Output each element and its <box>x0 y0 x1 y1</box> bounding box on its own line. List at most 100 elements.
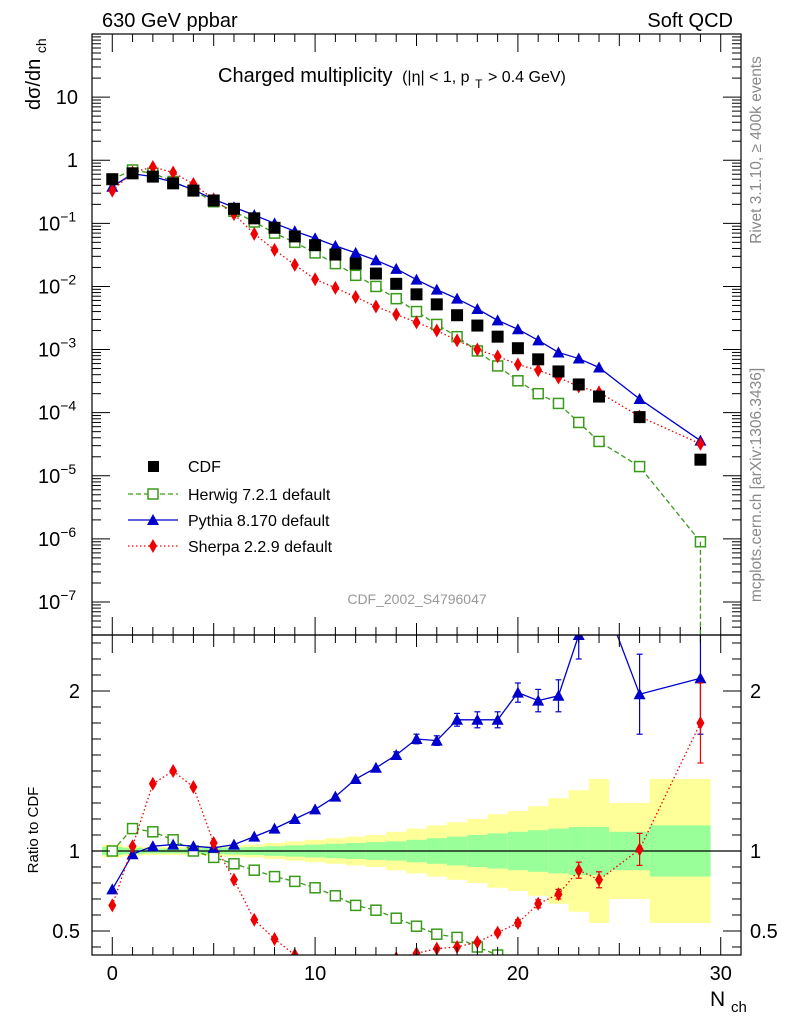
ratio-series <box>106 581 707 990</box>
x-axis-label-text: N <box>710 988 725 1011</box>
point-herwig <box>573 416 585 429</box>
point-data <box>410 288 423 301</box>
point-sherpa <box>696 436 705 451</box>
point-sherpa <box>412 315 421 330</box>
point-herwig <box>370 280 382 293</box>
point-data <box>471 319 484 332</box>
ratio-point-sherpa <box>696 716 705 730</box>
ratio-point-pythia <box>349 773 362 784</box>
ratio-y-tick-label-left: 1 <box>69 841 80 863</box>
legend-label-data: CDF <box>188 459 221 476</box>
ratio-point-pythia <box>309 803 322 815</box>
point-pythia <box>633 392 646 404</box>
legend-marker-pythia <box>147 514 159 525</box>
main-y-tick-label: 10−3 <box>38 335 76 362</box>
ratio-point-pythia <box>329 790 342 802</box>
point-data <box>430 298 443 311</box>
ratio-point-herwig <box>147 826 159 838</box>
x-tick-label: 30 <box>710 963 732 985</box>
ratio-point-sherpa <box>574 863 583 878</box>
point-data <box>694 453 707 466</box>
ratio-point-sherpa <box>148 776 157 791</box>
point-herwig <box>552 397 565 410</box>
point-herwig <box>410 305 423 318</box>
main-y-tick-label: 1 <box>67 150 78 172</box>
ratio-point-herwig <box>594 974 604 984</box>
ratio-y-tick-label-right: 1 <box>750 841 761 863</box>
ratio-point-pythia <box>410 733 423 744</box>
legend-item-data: CDF <box>148 459 221 476</box>
ratio-point-pythia <box>248 830 261 842</box>
point-data <box>572 378 585 391</box>
ratio-point-pythia <box>593 581 605 592</box>
point-data <box>167 177 180 190</box>
main-y-tick-label: 10 <box>56 87 78 109</box>
ratio-y-tick-label-right: 2 <box>750 681 761 703</box>
chart-title-cut-end: > 0.4 GeV) <box>488 69 566 86</box>
legend-marker-data <box>148 461 159 472</box>
point-herwig <box>633 460 646 473</box>
x-axis-label: N ch <box>710 988 747 1016</box>
point-data <box>227 202 240 215</box>
main-y-tick-label: 10−2 <box>38 271 76 298</box>
point-pythia <box>410 273 423 285</box>
point-pythia <box>329 239 342 251</box>
point-sherpa <box>250 226 259 241</box>
point-sherpa <box>371 299 380 314</box>
ratio-point-pythia <box>369 761 382 773</box>
ratio-y-tick-label-left: 0.5 <box>52 921 80 943</box>
ratio-point-pythia <box>694 672 707 684</box>
point-pythia <box>471 302 484 314</box>
ratio-point-herwig <box>635 980 645 990</box>
point-sherpa <box>473 342 482 357</box>
ratio-point-pythia <box>451 713 464 725</box>
ratio-point-pythia <box>430 734 443 746</box>
ratio-point-pythia <box>532 694 545 706</box>
ratio-point-pythia <box>491 713 504 725</box>
ratio-point-sherpa <box>595 872 604 887</box>
ratio-point-pythia <box>126 848 139 860</box>
point-data <box>248 212 261 225</box>
ratio-y-tick-label-right: 0.5 <box>750 921 778 943</box>
main-y-label-text: dσ/dn <box>23 59 45 110</box>
series-pythia <box>106 167 707 446</box>
header-left: 630 GeV ppbar <box>102 10 238 32</box>
ratio-point-sherpa <box>128 839 137 854</box>
point-sherpa <box>148 160 157 175</box>
point-data <box>593 390 606 403</box>
point-pythia <box>572 352 585 364</box>
ratio-point-sherpa <box>331 956 339 970</box>
ratio-point-herwig <box>329 890 342 902</box>
point-pythia <box>369 254 382 266</box>
point-sherpa <box>534 363 543 378</box>
point-data <box>126 167 139 180</box>
ratio-point-herwig <box>533 961 543 971</box>
point-data <box>349 257 362 270</box>
ratio-point-pythia <box>146 840 159 852</box>
point-sherpa <box>351 290 360 305</box>
ratio-axis-ticks <box>92 635 741 955</box>
ratio-plot-frame <box>91 634 742 956</box>
point-data <box>268 221 281 234</box>
point-pythia <box>491 314 504 326</box>
point-sherpa <box>290 257 299 272</box>
ratio-point-herwig <box>370 904 382 916</box>
ratio-point-herwig <box>248 864 260 876</box>
point-data <box>146 170 159 183</box>
ratio-point-sherpa <box>352 956 360 970</box>
ratio-point-pythia <box>288 813 301 824</box>
x-tick-label: 10 <box>304 963 326 985</box>
main-y-tick-label: 10−5 <box>38 461 76 488</box>
ratio-point-pythia <box>268 822 281 834</box>
legend-item-pythia: Pythia 8.170 default <box>128 513 330 530</box>
ratio-point-sherpa <box>635 842 644 857</box>
main-y-tick-label: 10−1 <box>38 208 76 235</box>
point-data <box>390 277 403 290</box>
ratio-point-pythia <box>633 688 646 700</box>
ratio-point-sherpa <box>493 925 502 940</box>
ratio-point-pythia <box>511 686 524 698</box>
ratio-point-sherpa <box>108 898 117 913</box>
point-pythia <box>511 323 524 335</box>
point-herwig <box>593 435 605 448</box>
ratio-point-herwig <box>228 858 240 870</box>
